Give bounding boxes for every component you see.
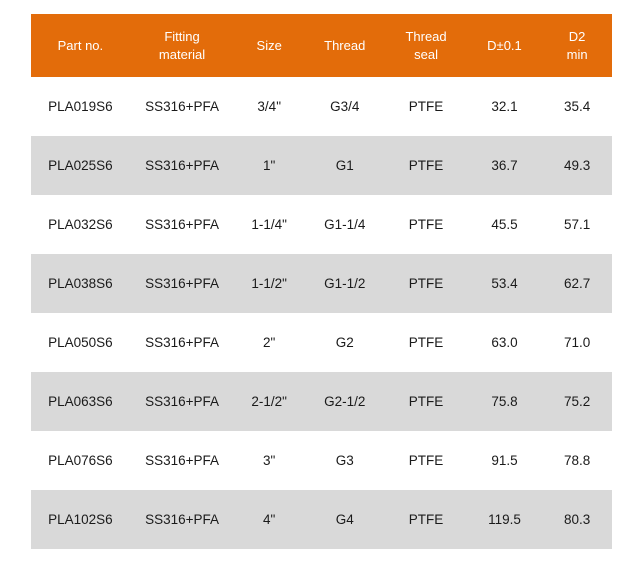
table-cell: PTFE bbox=[385, 431, 467, 490]
table-cell: 2-1/2" bbox=[234, 372, 305, 431]
table-cell: 3/4" bbox=[234, 77, 305, 136]
table-cell: PTFE bbox=[385, 136, 467, 195]
table-cell: G1-1/2 bbox=[304, 254, 386, 313]
table-cell: 63.0 bbox=[466, 313, 543, 372]
table-row: PLA063S6 SS316+PFA 2-1/2" G2-1/2 PTFE 75.8 75.… bbox=[31, 372, 612, 431]
table-cell: 32.1 bbox=[466, 77, 543, 136]
table-cell: G2-1/2 bbox=[304, 372, 386, 431]
table-cell: SS316+PFA bbox=[129, 195, 235, 254]
table-cell: PLA063S6 bbox=[31, 372, 130, 431]
header-cell-part-no: Part no. bbox=[31, 14, 130, 77]
table-cell: SS316+PFA bbox=[129, 490, 235, 549]
table-cell: G3/4 bbox=[304, 77, 386, 136]
table-cell: G1-1/4 bbox=[304, 195, 386, 254]
table-row: PLA076S6 SS316+PFA 3" G3 PTFE 91.5 78.8 bbox=[31, 431, 612, 490]
table-cell: 1" bbox=[234, 136, 305, 195]
table-cell: PLA050S6 bbox=[31, 313, 130, 372]
table-cell: 2" bbox=[234, 313, 305, 372]
table-cell: PLA019S6 bbox=[31, 77, 130, 136]
table-cell: PLA076S6 bbox=[31, 431, 130, 490]
table-cell: 4" bbox=[234, 490, 305, 549]
table-cell: PTFE bbox=[385, 490, 467, 549]
table-cell: SS316+PFA bbox=[129, 77, 235, 136]
table-cell: PTFE bbox=[385, 313, 467, 372]
header-cell-thread: Thread bbox=[304, 14, 386, 77]
table-cell: 71.0 bbox=[542, 313, 612, 372]
table-cell: 45.5 bbox=[466, 195, 543, 254]
table-cell: 49.3 bbox=[542, 136, 612, 195]
table-cell: 1-1/4" bbox=[234, 195, 305, 254]
table-cell: PTFE bbox=[385, 195, 467, 254]
table-header: Part no. Fitting material Size Thread Th… bbox=[31, 14, 612, 77]
table-row: PLA025S6 SS316+PFA 1" G1 PTFE 36.7 49.3 bbox=[31, 136, 612, 195]
table-cell: G1 bbox=[304, 136, 386, 195]
table-cell: PLA025S6 bbox=[31, 136, 130, 195]
header-cell-d2-min: D2 min bbox=[542, 14, 612, 77]
table-cell: G2 bbox=[304, 313, 386, 372]
table-cell: 75.8 bbox=[466, 372, 543, 431]
fittings-spec-table: Part no. Fitting material Size Thread Th… bbox=[31, 14, 612, 549]
table-cell: 62.7 bbox=[542, 254, 612, 313]
table-cell: 91.5 bbox=[466, 431, 543, 490]
table-cell: PLA032S6 bbox=[31, 195, 130, 254]
table-cell: SS316+PFA bbox=[129, 136, 235, 195]
table-cell: 35.4 bbox=[542, 77, 612, 136]
table-cell: PTFE bbox=[385, 77, 467, 136]
header-cell-thread-seal: Thread seal bbox=[385, 14, 467, 77]
table-body: PLA019S6 SS316+PFA 3/4" G3/4 PTFE 32.1 35.4 PLA… bbox=[31, 77, 612, 549]
table-cell: G4 bbox=[304, 490, 386, 549]
table-cell: SS316+PFA bbox=[129, 372, 235, 431]
table-cell: SS316+PFA bbox=[129, 313, 235, 372]
header-cell-size: Size bbox=[234, 14, 305, 77]
table-cell: SS316+PFA bbox=[129, 254, 235, 313]
table-row: PLA032S6 SS316+PFA 1-1/4" G1-1/4 PTFE 45.5 57.… bbox=[31, 195, 612, 254]
table-cell: 75.2 bbox=[542, 372, 612, 431]
table-cell: PLA102S6 bbox=[31, 490, 130, 549]
header-cell-d-tolerance: D±0.1 bbox=[466, 14, 543, 77]
header-row: Part no. Fitting material Size Thread Th… bbox=[31, 14, 612, 77]
table-cell: 80.3 bbox=[542, 490, 612, 549]
table-row: PLA102S6 SS316+PFA 4" G4 PTFE 119.5 80.3 bbox=[31, 490, 612, 549]
table-row: PLA019S6 SS316+PFA 3/4" G3/4 PTFE 32.1 35.4 bbox=[31, 77, 612, 136]
table-cell: SS316+PFA bbox=[129, 431, 235, 490]
table-cell: 119.5 bbox=[466, 490, 543, 549]
header-cell-fitting-material: Fitting material bbox=[129, 14, 235, 77]
table-row: PLA050S6 SS316+PFA 2" G2 PTFE 63.0 71.0 bbox=[31, 313, 612, 372]
table-cell: 57.1 bbox=[542, 195, 612, 254]
table-row: PLA038S6 SS316+PFA 1-1/2" G1-1/2 PTFE 53.4 62.… bbox=[31, 254, 612, 313]
table-cell: PLA038S6 bbox=[31, 254, 130, 313]
table-cell: 1-1/2" bbox=[234, 254, 305, 313]
table-cell: 53.4 bbox=[466, 254, 543, 313]
table-cell: 36.7 bbox=[466, 136, 543, 195]
table-cell: PTFE bbox=[385, 254, 467, 313]
table-cell: G3 bbox=[304, 431, 386, 490]
table-cell: 3" bbox=[234, 431, 305, 490]
table-cell: PTFE bbox=[385, 372, 467, 431]
table-cell: 78.8 bbox=[542, 431, 612, 490]
